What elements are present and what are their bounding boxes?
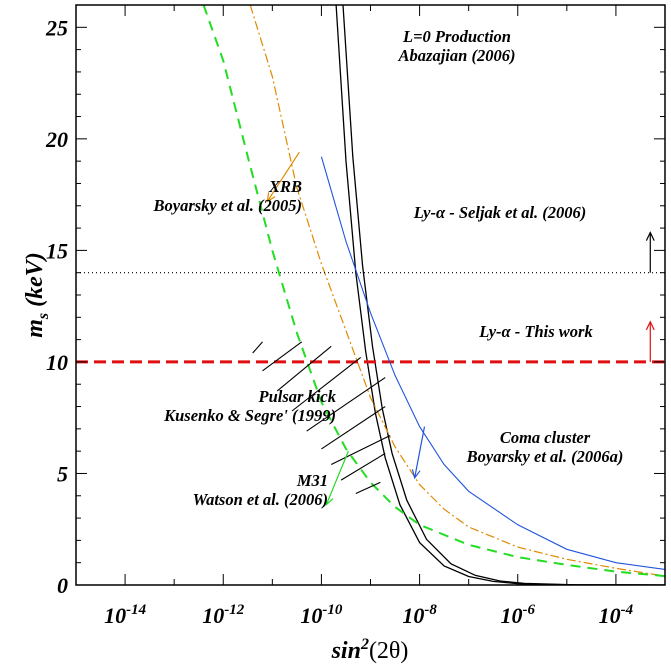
series-l-0-production-abazajian-2006-lower [342,5,665,585]
x-tick-label: 10-8 [402,602,437,628]
arrow-m31-watson-et-al-2006 [325,450,349,506]
annotation-line: Ly-α - Seljak et al. (2006) [413,203,587,222]
annotation-line: M31 [296,471,328,490]
arrow-ly-this-work [645,320,655,362]
y-tick-label: 25 [45,15,68,40]
annotation-line: Watson et al. (2006) [193,490,328,509]
y-axis-title: ms (keV) [22,252,52,338]
hatch-line [306,377,386,432]
x-axis-title: sin2(2θ) [331,636,409,664]
arrow-xrb-boyarsky-et-al-2005 [266,151,300,203]
y-tick-label: 0 [57,573,68,598]
x-tick-label: 10-14 [104,602,146,628]
arrow-shaft [266,151,300,202]
hatch-line [340,452,386,481]
axis-ticks: 10-14 10-12 10-10 10-8 10-6 10-4 0 5 10 15 20 25 [45,4,666,628]
y-tick-label: 20 [45,127,68,152]
arrow-head [325,495,334,506]
limit-arrows [266,151,655,506]
annotation-line: Ly-α - This work [478,322,593,341]
arrow-ly-seljak-et-al-2006 [645,231,655,273]
arrow-shaft [325,450,349,505]
annotation-line: L=0 Production [402,27,511,46]
hatch-line [262,341,303,372]
y-tick-label: 10 [46,350,68,375]
x-tick-label: 10-12 [202,602,244,628]
x-tick-label: 10-6 [501,602,536,628]
annotation-line: Boyarsky et al. (2006a) [466,447,624,466]
hatch-line [291,357,362,412]
series-coma-cluster-boyarsky-et-al-2006a [320,156,665,570]
hatch-line [321,406,386,450]
arrow-head [266,192,276,203]
series-layer [76,5,665,585]
x-tick-label: 10-10 [300,602,342,628]
hatch-line [355,481,381,495]
arrow-head [645,231,655,241]
annotation-line: Coma cluster [500,428,591,447]
annotation-line: XRB [268,177,302,196]
plot-frame [75,4,666,586]
annotation-line: Abazajian (2006) [398,46,516,65]
annotation-line: Kusenko & Segre' (1999) [163,406,336,425]
pulsar-kick-hatch [252,341,391,495]
x-tick-label: 10-4 [599,602,634,628]
series-m31-watson-et-al-2006 [202,5,665,578]
arrow-shaft [414,426,426,479]
hatch-line [276,345,332,392]
annotation-line: Pulsar kick [258,387,337,406]
hatch-line [252,341,263,354]
annotation-ly-seljak-et-al-2006: Ly-α - Seljak et al. (2006) [413,203,587,222]
arrow-coma-cluster-boyarsky-et-al-2006a [411,426,426,480]
arrow-head [411,469,421,480]
y-tick-label: 15 [46,238,68,263]
hatch-line [330,435,391,466]
arrow-head [645,320,655,331]
series-l-0-production-abazajian-2006-upper [335,5,665,585]
annotation-ly-this-work: Ly-α - This work [478,322,593,341]
y-tick-label: 5 [57,461,68,486]
annotation-line: Boyarsky et al. (2005) [153,196,302,215]
series-xrb-boyarsky-et-al-2005 [249,5,665,577]
